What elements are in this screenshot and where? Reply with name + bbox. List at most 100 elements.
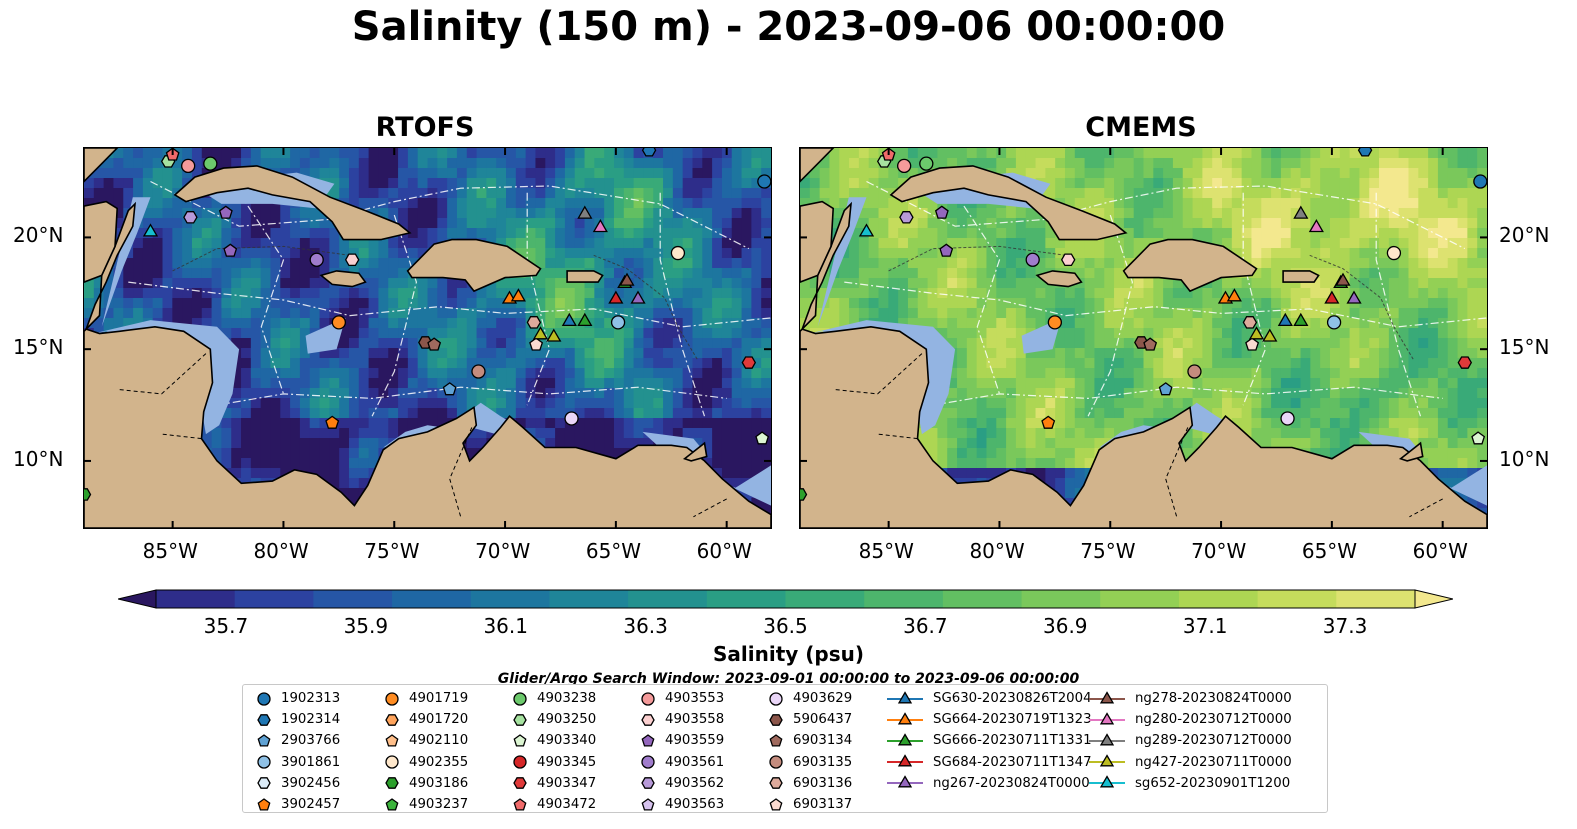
legend-item: 4901719 — [383, 688, 468, 709]
colorbar-band — [1257, 590, 1337, 608]
legend-item: 4903186 — [383, 773, 468, 794]
legend-item: ng427-20230711T0000 — [1087, 752, 1292, 773]
marker-1902314 — [1357, 148, 1373, 157]
marker-1902314 — [641, 148, 657, 157]
legend-item: 6903137 — [767, 794, 852, 815]
hexagon-marker-icon — [641, 777, 655, 790]
legend-item: 1902313 — [255, 688, 340, 709]
legend-label: 4903237 — [409, 797, 469, 813]
land-hispaniola — [406, 238, 542, 293]
triangle-marker-icon — [1089, 733, 1125, 746]
legend-item: 4903561 — [639, 752, 724, 773]
colorbar-tick-label: 37.3 — [1322, 614, 1368, 638]
lon-tick-label: 70°W — [475, 539, 531, 563]
marker-1902313 — [757, 174, 771, 189]
colorbar-tick-label: 36.9 — [1043, 614, 1088, 638]
legend-label: 4903238 — [537, 691, 597, 707]
marker-4903553 — [181, 158, 196, 174]
legend-label: 6903135 — [793, 754, 853, 770]
colorbar-title: Salinity (psu) — [712, 642, 864, 666]
legend-column: 1902313 1902314 2903766 3901861 3902456 39024… — [255, 688, 340, 815]
triangle-marker-icon — [1089, 775, 1125, 788]
marker-3902457 — [1041, 415, 1056, 429]
legend-item: 4902355 — [383, 752, 468, 773]
land-puertorico — [1282, 270, 1320, 283]
legend-label: SG664-20230719T1323 — [933, 712, 1092, 728]
pentagon-marker-icon — [641, 734, 655, 747]
marker-6903134 — [1143, 337, 1158, 351]
lon-tick-label: 80°W — [253, 539, 309, 563]
frame-ticks — [800, 148, 1487, 528]
triangle-marker-icon — [887, 711, 923, 725]
lat-tick-label-left: 20°N — [13, 223, 64, 248]
legend-label: 4901719 — [409, 691, 469, 707]
legend-item: 3902456 — [255, 773, 340, 794]
marker-4903559 — [934, 205, 949, 219]
land-yucatanbox — [84, 200, 119, 283]
marker-SG664-20230719T1323b — [1226, 288, 1242, 302]
hexagon-marker-icon — [385, 777, 399, 790]
marker-SG666-20230711T1331 — [1293, 312, 1309, 327]
marker-3902457 — [325, 415, 340, 429]
legend-item: 4903345 — [511, 752, 596, 773]
legend-label: 4903186 — [409, 775, 469, 791]
legend-label: 6903134 — [793, 733, 853, 749]
colorbar-band — [706, 590, 786, 608]
colorbar-band — [1100, 590, 1180, 608]
hexagon-marker-icon — [385, 713, 399, 726]
map-panel-rtofs[interactable] — [83, 147, 772, 529]
land-cuba — [173, 165, 412, 241]
country-borders — [833, 353, 1443, 518]
marker-ng278-20230824T0000 — [619, 272, 635, 286]
marker-4903238 — [919, 156, 934, 171]
colorbar-band — [234, 590, 314, 608]
triangle-marker-icon — [887, 733, 923, 746]
lat-tick-label-right: 10°N — [1499, 446, 1550, 471]
marker-ng267-20230824T0000 — [1346, 290, 1362, 304]
legend-label: 3902457 — [281, 797, 341, 813]
marker-3901861 — [1326, 315, 1342, 330]
colorbar-tick-label: 35.9 — [343, 614, 389, 638]
lat-tick-label-right: 20°N — [1499, 223, 1550, 248]
eez-boundaries — [128, 180, 771, 417]
marker-ng289-20230712T0000 — [1293, 205, 1309, 219]
legend-item: 4903347 — [511, 773, 596, 794]
legend-item: sg652-20230901T1200 — [1087, 773, 1292, 794]
marker-4903629 — [1280, 411, 1295, 426]
legend-label: 4902110 — [409, 733, 469, 749]
legend-item: SG666-20230711T1331 — [885, 730, 1092, 751]
marker-4903186 — [84, 488, 92, 501]
circle-marker-icon — [769, 755, 783, 769]
pentagon-marker-icon — [769, 797, 783, 811]
marker-4903238 — [203, 156, 218, 171]
legend-column: ng278-20230824T0000 ng280-20230712T0000 ng… — [1087, 688, 1292, 794]
marker-4903562 — [899, 211, 914, 224]
marker-ng289-20230712T0000 — [577, 205, 593, 219]
search-window-text: Glider/Argo Search Window: 2023-09-01 00… — [497, 671, 1080, 687]
panel-title-cmems: CMEMS — [1085, 112, 1197, 143]
land-hispaniola — [1122, 238, 1258, 293]
legend-item: 3901861 — [255, 752, 340, 773]
pentagon-marker-icon — [513, 797, 527, 811]
pentagon-marker-icon — [385, 797, 399, 811]
legend-label: 1902314 — [281, 712, 341, 728]
lon-tick-label: 60°W — [1412, 539, 1468, 563]
marker-1902313 — [1473, 174, 1487, 189]
hexagon-marker-icon — [257, 777, 271, 790]
marker-2903766 — [1158, 382, 1173, 396]
legend-label: SG630-20230826T2004 — [933, 691, 1092, 707]
marker-SG684-20230711T1347 — [608, 290, 624, 304]
marker-ng278-20230824T0000 — [1335, 272, 1351, 286]
marker-SG630-20230826T2004 — [1277, 312, 1293, 327]
legend-label: 4903561 — [665, 754, 725, 770]
map-panel-cmems[interactable] — [799, 147, 1488, 529]
legend-item: SG630-20230826T2004 — [885, 688, 1092, 709]
colorbar-band — [470, 590, 550, 608]
circle-marker-icon — [769, 691, 783, 706]
lon-tick-label: 85°W — [142, 539, 198, 563]
legend-label: 4903563 — [665, 797, 725, 813]
legend-item: 4903559 — [639, 730, 724, 751]
colorbar-tick-label: 36.7 — [903, 614, 948, 638]
legend-column: 4903553 4903558 4903559 4903561 4903562 49035… — [639, 688, 724, 815]
marker-ng427-20230711T0000 — [532, 326, 549, 340]
